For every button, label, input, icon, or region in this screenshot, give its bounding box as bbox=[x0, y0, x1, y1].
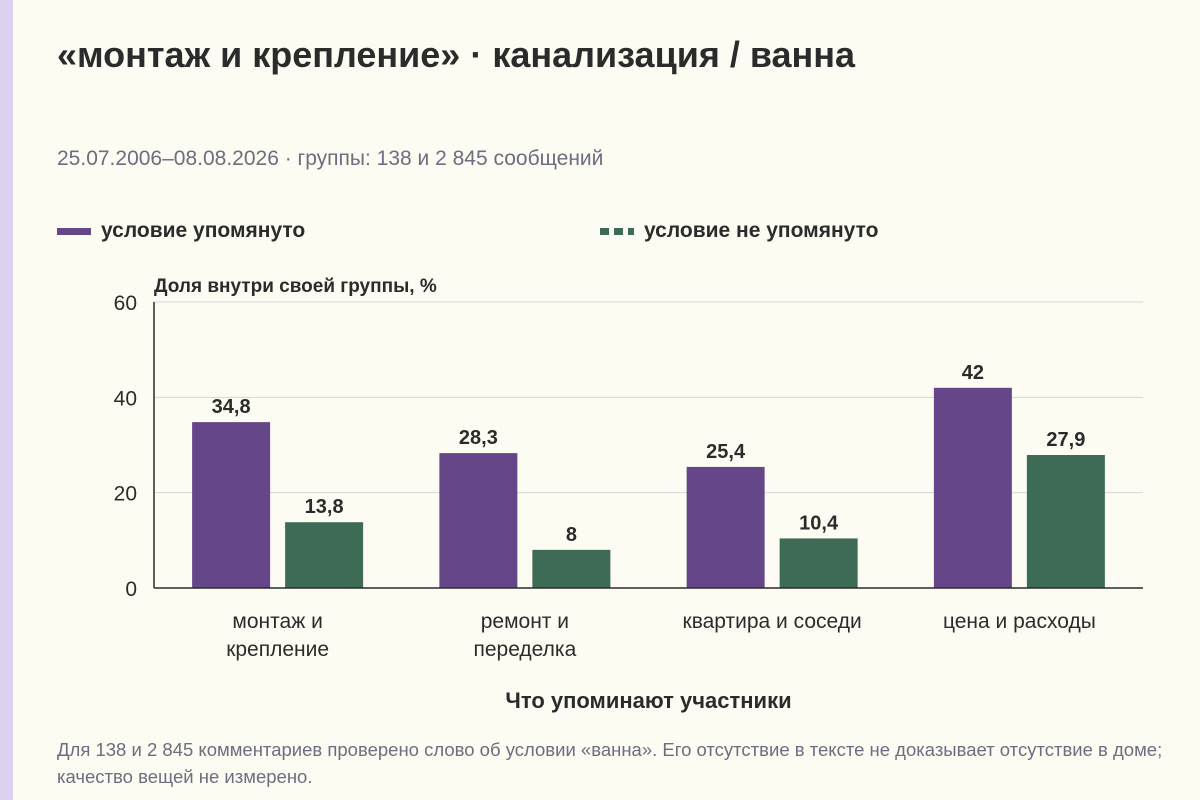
bar-series-1-cat-2 bbox=[779, 538, 858, 588]
bar-value-label: 28,3 bbox=[459, 427, 498, 449]
chart-title: «монтаж и крепление» · канализация / ван… bbox=[57, 34, 856, 75]
bar-series-0-cat-0 bbox=[192, 422, 271, 588]
chart-subtitle: 25.07.2006–08.08.2026 · группы: 138 и 2 … bbox=[57, 147, 604, 170]
x-category-label-line: ремонт и bbox=[481, 610, 569, 633]
axes: 0 20 40 60 Доля внутри своей группы, % Что уп… bbox=[114, 276, 1143, 713]
y-tick-label: 0 bbox=[125, 578, 137, 601]
legend-label-mentioned: условие упомянуто bbox=[101, 219, 306, 242]
x-category-label-line: крепление bbox=[226, 638, 329, 661]
bar-value-label: 27,9 bbox=[1046, 429, 1085, 451]
bar-series-1-cat-1 bbox=[532, 549, 611, 588]
bar-series-0-cat-2 bbox=[686, 466, 765, 588]
labels: 34,8 13,8 монтаж и крепление 28,3 8 ремонт и пе… bbox=[212, 362, 1096, 661]
x-category-label-line: переделка bbox=[473, 638, 576, 661]
x-axis-title: Что упоминают участники bbox=[505, 688, 791, 713]
bar-series-1-cat-3 bbox=[1026, 455, 1105, 588]
accent-bar bbox=[0, 0, 13, 800]
legend-label-not-mentioned: условие не упомянуто bbox=[644, 219, 879, 242]
y-axis-title: Доля внутри своей группы, % bbox=[154, 276, 437, 297]
footnote: Для 138 и 2 845 комментариев проверено с… bbox=[57, 739, 1163, 787]
legend-item-mentioned: условие упомянуто bbox=[57, 219, 305, 243]
bar-value-label: 8 bbox=[566, 524, 577, 546]
x-category-label-line: монтаж и bbox=[232, 610, 322, 633]
x-category-label: ремонт и переделка bbox=[473, 610, 576, 661]
bar-series-0-cat-1 bbox=[439, 453, 518, 588]
x-category-label: квартира и соседи bbox=[683, 610, 862, 633]
bar-series-1-cat-0 bbox=[285, 522, 364, 588]
y-tick-label: 20 bbox=[114, 483, 137, 506]
legend-item-not-mentioned: условие не упомянуто bbox=[600, 219, 878, 243]
x-category-label-line: цена и расходы bbox=[943, 610, 1096, 633]
legend-swatch-not-mentioned bbox=[600, 227, 634, 235]
y-tick-label: 40 bbox=[114, 387, 137, 410]
bar-value-label: 42 bbox=[962, 362, 984, 384]
legend-swatch-mentioned bbox=[57, 227, 91, 235]
x-category-label-line: квартира и соседи bbox=[683, 610, 862, 633]
bar-value-label: 25,4 bbox=[706, 441, 746, 463]
bar-value-label: 13,8 bbox=[305, 496, 344, 518]
bars bbox=[192, 387, 1105, 588]
bar-series-0-cat-3 bbox=[933, 387, 1012, 588]
y-tick-label: 60 bbox=[114, 292, 137, 315]
bar-value-label: 34,8 bbox=[212, 396, 251, 418]
bar-value-label: 10,4 bbox=[799, 512, 839, 534]
x-category-label: монтаж и крепление bbox=[226, 610, 329, 661]
x-category-label: цена и расходы bbox=[943, 610, 1096, 633]
